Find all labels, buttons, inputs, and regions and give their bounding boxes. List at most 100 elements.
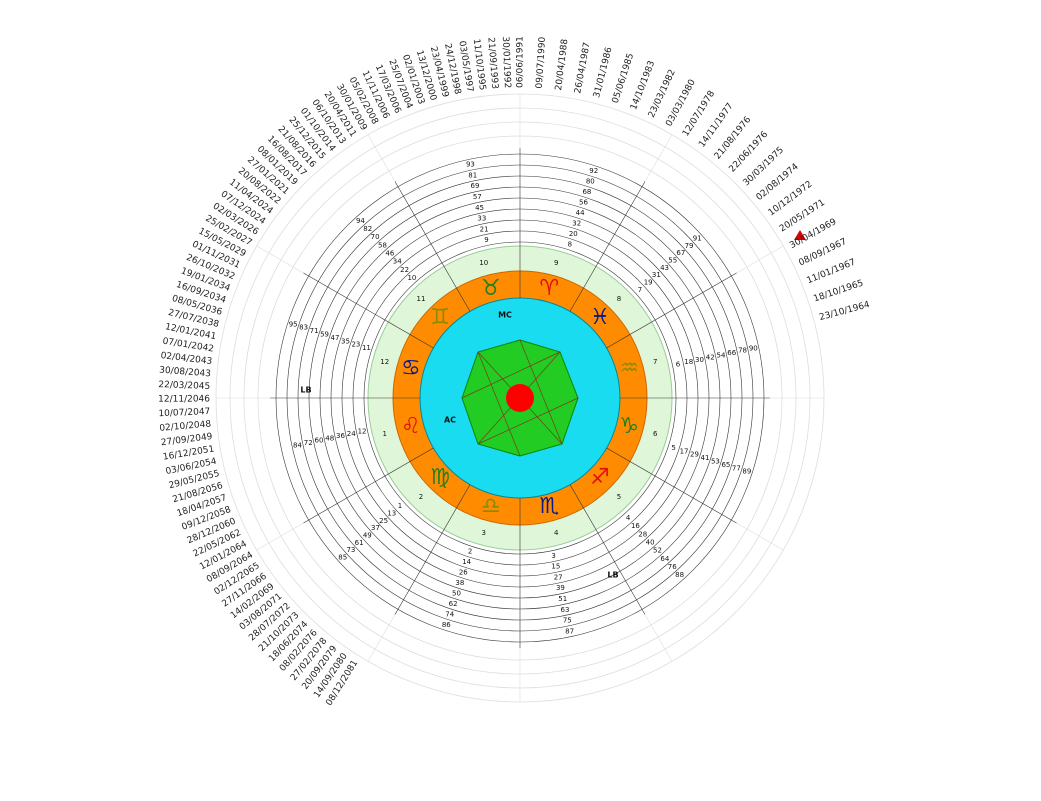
age-label: 74 <box>445 610 454 618</box>
zodiac-sign: ♋ <box>401 356 421 381</box>
age-label: 3 <box>551 552 555 560</box>
age-label: 19 <box>644 279 653 287</box>
age-label: 4 <box>626 514 631 522</box>
age-label: 12 <box>358 428 367 436</box>
house-number: 5 <box>617 493 621 501</box>
age-label: 72 <box>304 439 313 447</box>
age-label: 92 <box>589 167 598 175</box>
age-label: 64 <box>660 555 669 563</box>
age-label: 26 <box>459 569 468 577</box>
outer-line <box>736 522 784 551</box>
age-label: 46 <box>385 249 394 257</box>
age-label: 16 <box>631 522 640 530</box>
age-label: 65 <box>721 461 730 469</box>
age-label: 94 <box>356 217 365 225</box>
zodiac-sign: ♒ <box>619 356 639 381</box>
age-label: 38 <box>455 579 464 587</box>
age-label: 47 <box>331 334 340 342</box>
date-label: 09/07/1990 <box>535 36 548 89</box>
age-label: 69 <box>471 182 480 190</box>
age-label: 58 <box>378 241 387 249</box>
house-number: 4 <box>554 529 559 537</box>
house-number: 8 <box>617 295 621 303</box>
age-label: 27 <box>554 573 563 581</box>
cusp-line <box>606 272 737 349</box>
age-label: 32 <box>572 219 581 227</box>
age-label: 15 <box>551 563 560 571</box>
age-label: 21 <box>480 225 489 233</box>
age-label: 59 <box>320 330 329 338</box>
zodiac-sign: ♍ <box>430 465 450 490</box>
age-label: 36 <box>336 432 345 440</box>
age-label: 45 <box>475 204 484 212</box>
age-label: 40 <box>646 539 655 547</box>
cusp-line <box>606 447 737 524</box>
chart-label: LB <box>607 571 618 580</box>
age-label: 75 <box>563 617 572 625</box>
age-label: 86 <box>442 621 451 629</box>
age-label: 13 <box>387 509 396 517</box>
age-label: 87 <box>565 627 574 635</box>
age-label: 76 <box>668 563 677 571</box>
zodiac-sign: ♈ <box>539 276 559 301</box>
age-label: 83 <box>299 324 308 332</box>
house-number: 12 <box>380 358 389 366</box>
outer-line <box>736 245 784 274</box>
age-label: 52 <box>653 547 662 555</box>
age-label: 10 <box>407 274 416 282</box>
age-label: 61 <box>355 539 364 547</box>
age-label: 80 <box>586 178 595 186</box>
date-label: 06/06/1991 <box>516 36 526 88</box>
age-label: 14 <box>462 558 471 566</box>
zodiac-sign: ♓ <box>590 305 610 330</box>
date-label: 22/03/2045 <box>158 380 210 392</box>
marker <box>794 230 806 240</box>
chart-label: LB <box>300 386 311 395</box>
age-label: 22 <box>400 266 409 274</box>
outer-line <box>256 245 304 274</box>
age-label: 50 <box>452 589 461 597</box>
age-label: 60 <box>315 437 324 445</box>
age-label: 85 <box>338 554 347 562</box>
zodiac-sign: ♉ <box>481 276 501 301</box>
date-label: 10/07/2047 <box>158 407 210 419</box>
age-label: 9 <box>484 236 488 244</box>
date-label: 30/01/1992 <box>500 36 512 88</box>
age-label: 44 <box>576 209 585 217</box>
outer-line <box>367 134 396 182</box>
age-label: 7 <box>638 286 642 294</box>
house-number: 3 <box>482 529 486 537</box>
age-label: 6 <box>676 360 681 368</box>
age-label: 11 <box>362 344 371 352</box>
date-label: 31/01/1986 <box>592 46 615 99</box>
chart-label: MC <box>498 311 512 320</box>
date-label: 30/08/2043 <box>159 366 211 380</box>
cusp-line <box>569 181 646 312</box>
age-label: 62 <box>449 600 458 608</box>
age-label: 41 <box>701 454 710 462</box>
cusp-line <box>394 484 471 615</box>
age-label: 95 <box>289 320 298 328</box>
outer-line <box>367 614 396 662</box>
age-label: 71 <box>310 327 319 335</box>
zodiac-sign: ♊ <box>430 305 450 330</box>
date-label: 23/10/1964 <box>818 300 871 323</box>
age-label: 56 <box>579 199 588 207</box>
age-label: 31 <box>652 271 661 279</box>
age-label: 30 <box>695 356 704 364</box>
age-label: 63 <box>561 606 570 614</box>
age-label: 67 <box>676 249 685 257</box>
zodiac-sign: ♌ <box>401 414 421 439</box>
age-label: 53 <box>711 458 720 466</box>
date-label: 12/11/2046 <box>158 395 210 405</box>
house-number: 2 <box>419 493 423 501</box>
age-label: 23 <box>351 341 360 349</box>
date-label: 26/04/1987 <box>573 42 592 95</box>
age-label: 29 <box>690 451 699 459</box>
date-label: 20/04/1988 <box>554 38 570 91</box>
age-label: 48 <box>325 434 334 442</box>
age-label: 20 <box>569 230 578 238</box>
age-label: 1 <box>398 502 402 510</box>
date-label: 18/10/1965 <box>812 278 864 304</box>
